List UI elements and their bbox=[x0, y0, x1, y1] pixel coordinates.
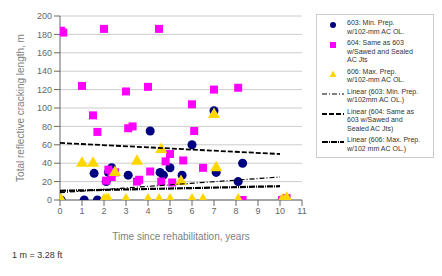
html-text:606: Max. Prep. w/102-mm AC OL: 606: Max. Prep. w/102-mm AC OL. bbox=[347, 67, 405, 83]
svg-text:2: 2 bbox=[101, 206, 106, 216]
svg-text:8: 8 bbox=[233, 206, 238, 216]
svg-text:200: 200 bbox=[37, 11, 52, 21]
svg-text:20: 20 bbox=[42, 177, 52, 187]
svg-text:4: 4 bbox=[145, 206, 150, 216]
svg-text:9: 9 bbox=[255, 206, 260, 216]
svg-text:140: 140 bbox=[37, 66, 52, 76]
svg-text:10: 10 bbox=[275, 206, 285, 216]
svg-text:1: 1 bbox=[79, 206, 84, 216]
svg-text:3: 3 bbox=[123, 206, 128, 216]
svg-text:100: 100 bbox=[37, 103, 52, 113]
svg-text:40: 40 bbox=[42, 158, 52, 168]
html-text:603: Min. Prep. w/102-mm AC OL: 603: Min. Prep. w/102-mm AC OL. bbox=[347, 19, 405, 35]
html-text:Linear (604: Same as 603 w/Saw: Linear (604: Same as 603 w/Sawed and Sea… bbox=[347, 107, 414, 132]
svg-text:60: 60 bbox=[42, 140, 52, 150]
html-text:1 m = 3.28 ft: 1 m = 3.28 ft bbox=[12, 250, 63, 260]
svg-text:180: 180 bbox=[37, 30, 52, 40]
html-text:604: Same as 603 w/Sawed and S: 604: Same as 603 w/Sawed and Sealed AC J… bbox=[347, 39, 413, 63]
svg-text:6: 6 bbox=[189, 206, 194, 216]
svg-text:5: 5 bbox=[167, 206, 172, 216]
html-text:Linear (603: Min. Prep. w/102m: Linear (603: Min. Prep. w/102mm AC OL.) bbox=[347, 87, 419, 103]
svg-text:11: 11 bbox=[297, 206, 306, 216]
svg-text:120: 120 bbox=[37, 85, 52, 95]
svg-text:Time since rehabilitation, yea: Time since rehabilitation, years bbox=[112, 231, 249, 242]
svg-text:7: 7 bbox=[211, 206, 216, 216]
html-text:Linear (606: Max. Prep. w/102: Linear (606: Max. Prep. w/102 mm AC OL.) bbox=[347, 136, 421, 152]
svg-text:0: 0 bbox=[57, 206, 62, 216]
svg-text:160: 160 bbox=[37, 48, 52, 58]
svg-text:Total reflective cracking leng: Total reflective cracking length, m bbox=[15, 34, 26, 182]
svg-text:80: 80 bbox=[42, 122, 52, 132]
svg-text:0: 0 bbox=[47, 195, 52, 205]
